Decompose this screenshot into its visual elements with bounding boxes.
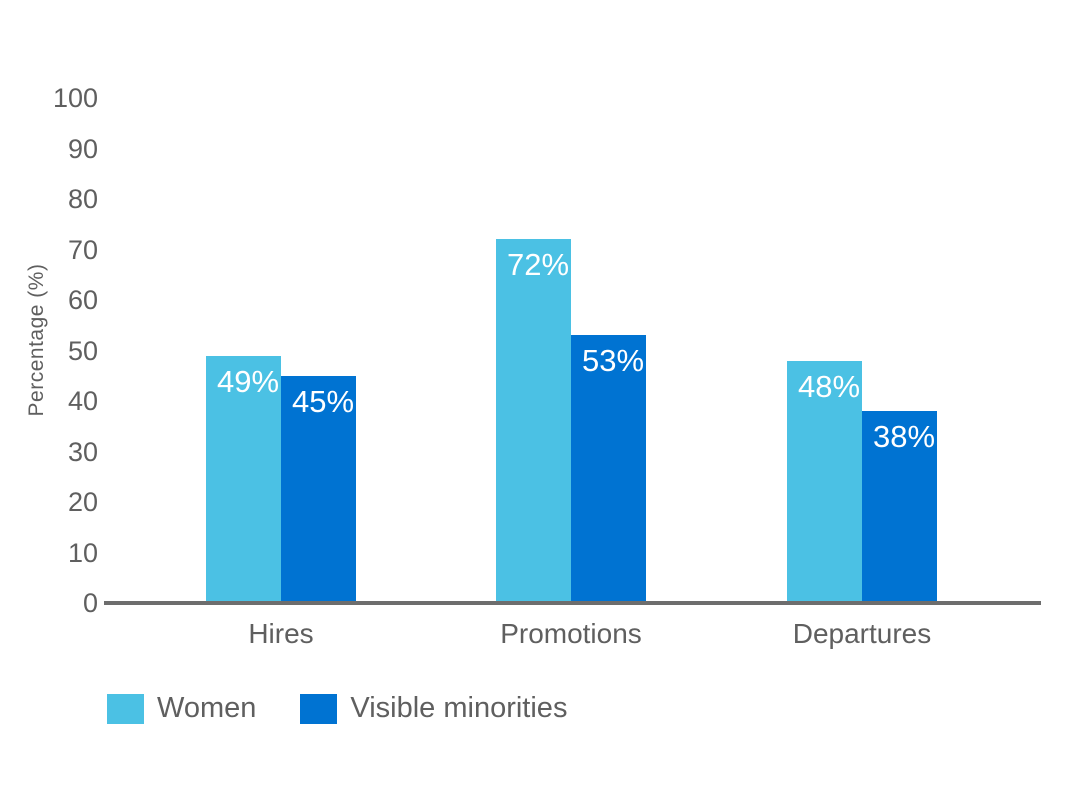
legend-item-women: Women [107, 692, 256, 725]
y-tick-label: 60 [67, 285, 98, 315]
x-axis-label-departures: Departures [792, 618, 932, 649]
x-axis-line [104, 601, 1041, 605]
x-axis-label-hires: Hires [248, 618, 314, 649]
bar-women-hires: 49% [206, 356, 281, 603]
bar-visible-minorities-promotions: 53% [571, 335, 646, 603]
bar-value-label: 72% [507, 247, 570, 282]
y-tick-label: 80 [67, 184, 98, 214]
y-tick-label: 30 [67, 436, 98, 467]
y-tick-label: 40 [67, 386, 98, 416]
legend-label: Visible minorities [350, 692, 568, 724]
bar-value-label: 38% [873, 419, 936, 454]
legend-swatch [300, 693, 338, 724]
bar-value-label: 53% [582, 343, 645, 378]
x-axis-label-promotions: Promotions [500, 618, 642, 649]
legend: Women Visible minorities [107, 692, 567, 725]
bar-women-promotions: 72% [496, 239, 571, 603]
y-tick-label: 70 [67, 234, 98, 265]
legend-swatch [107, 693, 144, 724]
bar-value-label: 48% [798, 369, 861, 404]
y-tick-label: 20 [67, 487, 98, 517]
y-tick-label: 0 [82, 588, 98, 618]
bar-value-label: 49% [217, 364, 280, 399]
y-tick-label: 100 [52, 83, 98, 113]
legend-label: Women [157, 692, 257, 724]
bar-visible-minorities-hires: 45% [281, 376, 356, 603]
bar-visible-minorities-departures: 38% [862, 411, 937, 603]
y-tick-label: 10 [67, 537, 98, 568]
legend-item-visible-minorities: Visible minorities [300, 692, 567, 725]
y-tick-label: 90 [67, 133, 98, 164]
bar-value-label: 45% [292, 384, 355, 419]
y-tick-label: 50 [67, 335, 98, 366]
bar-women-departures: 48% [787, 361, 862, 603]
